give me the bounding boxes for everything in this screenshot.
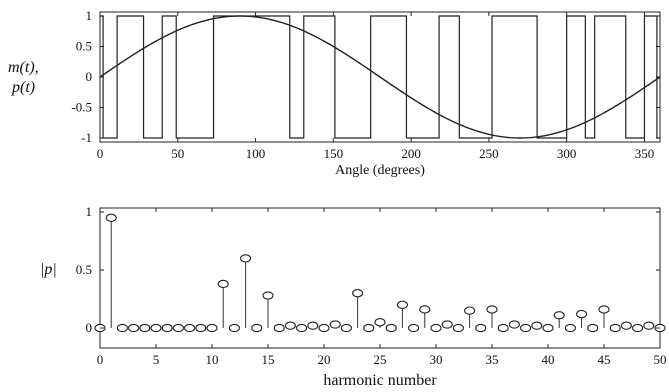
stem-marker	[464, 306, 476, 315]
harmonics-ticks: 0 5 10 15 20 25 30 35 40 45 50 0 0.5 1	[76, 204, 667, 367]
harmonics-xlabel: harmonic number	[323, 372, 437, 389]
harmonics-x-tick-label: 10	[206, 352, 219, 367]
stem-marker	[105, 213, 117, 222]
stem-marker	[352, 289, 364, 298]
waveform-y-tick-label: -0.5	[71, 100, 92, 115]
stem-marker	[632, 323, 644, 333]
stem-marker	[318, 323, 330, 333]
harmonics-x-tick-label: 50	[654, 352, 667, 367]
waveform-y-tick-label: 1	[86, 8, 93, 23]
harmonics-x-tick-label: 45	[598, 352, 611, 367]
stem-marker	[441, 320, 453, 329]
harmonics-y-tick-label: 1	[86, 204, 93, 219]
waveform-y-tick-label: -1	[81, 130, 92, 145]
stem-marker	[206, 323, 218, 333]
waveform-x-tick-label: 50	[171, 146, 184, 161]
pwm-series-line	[100, 15, 660, 139]
stem-marker	[329, 320, 341, 329]
waveform-x-tick-label: 300	[557, 146, 577, 161]
stem-marker	[396, 300, 408, 309]
harmonics-x-tick-label: 25	[374, 352, 387, 367]
waveform-ylabel-line2: p(t)	[11, 79, 35, 96]
waveform-panel: 0 50 100 150 200 250 300 350 -1 -0.5 0 0.5 1 m(t), p…	[8, 8, 661, 178]
stem-marker	[240, 254, 252, 263]
waveform-x-tick-label: 350	[635, 146, 655, 161]
stem-marker	[262, 291, 274, 300]
harmonics-panel: 0 5 10 15 20 25 30 35 40 45 50 0 0.5 1 |p| harmonic n…	[40, 204, 667, 389]
stem-marker	[564, 323, 576, 333]
stem-marker	[408, 323, 420, 333]
stem-marker	[531, 321, 543, 330]
stem-marker	[620, 321, 632, 330]
harmonics-x-tick-label: 5	[153, 352, 160, 367]
waveform-x-tick-label: 100	[246, 146, 266, 161]
stem-marker	[139, 323, 151, 333]
stem-marker	[587, 323, 599, 333]
harmonics-x-tick-label: 35	[486, 352, 499, 367]
stem-marker	[419, 305, 431, 314]
waveform-x-tick-label: 0	[97, 146, 104, 161]
sine-series-line	[99, 15, 661, 139]
stem-marker	[643, 321, 655, 330]
stem-marker	[251, 323, 263, 333]
harmonics-x-tick-label: 15	[262, 352, 275, 367]
harmonics-x-tick-label: 0	[97, 352, 104, 367]
stem-marker	[520, 323, 532, 333]
stem-marker	[542, 323, 554, 333]
stem-marker	[228, 323, 240, 333]
stem-marker	[150, 323, 162, 333]
stem-marker	[128, 323, 140, 333]
stem-marker	[307, 321, 319, 330]
waveform-xlabel: Angle (degrees)	[335, 163, 425, 178]
stem-marker	[553, 311, 565, 320]
stem-marker	[296, 323, 308, 333]
harmonics-x-tick-label: 30	[430, 352, 443, 367]
stem-marker	[273, 323, 285, 333]
stem-marker	[486, 305, 498, 314]
stem-marker	[172, 323, 184, 333]
stem-marker	[195, 323, 207, 333]
stem-marker	[284, 321, 296, 330]
harmonics-x-tick-label: 20	[318, 352, 331, 367]
stem-marker	[508, 320, 520, 329]
stem-marker	[184, 323, 196, 333]
harmonics-y-tick-label: 0	[86, 320, 93, 335]
stem-marker	[475, 323, 487, 333]
stem-marker	[609, 323, 621, 333]
stem-marker	[363, 323, 375, 333]
harmonics-ylabel: |p|	[40, 261, 57, 278]
harmonics-y-tick-label: 0.5	[76, 262, 92, 277]
harmonics-x-tick-label: 40	[542, 352, 555, 367]
waveform-y-tick-label: 0.5	[76, 39, 92, 54]
waveform-ticks: 0 50 100 150 200 250 300 350 -1 -0.5 0 0.5 1	[71, 8, 660, 161]
stem-marker	[497, 323, 509, 333]
stem-marker	[161, 323, 173, 333]
stem-marker	[217, 279, 229, 289]
stem-marker	[116, 323, 128, 333]
waveform-y-tick-label: 0	[86, 69, 93, 84]
waveform-x-tick-label: 250	[479, 146, 499, 161]
stem-marker	[340, 323, 352, 333]
waveform-x-tick-label: 150	[324, 146, 344, 161]
stem-marker	[452, 323, 464, 333]
waveform-ylabel-line1: m(t),	[8, 59, 39, 76]
stem-marker	[598, 305, 610, 314]
stem-marker	[576, 309, 588, 319]
harmonics-marks	[94, 213, 666, 333]
stem-marker	[374, 318, 386, 327]
waveform-x-tick-label: 200	[401, 146, 421, 161]
stem-marker	[430, 323, 442, 333]
waveform-marks	[99, 15, 661, 139]
stem-marker	[385, 323, 397, 333]
